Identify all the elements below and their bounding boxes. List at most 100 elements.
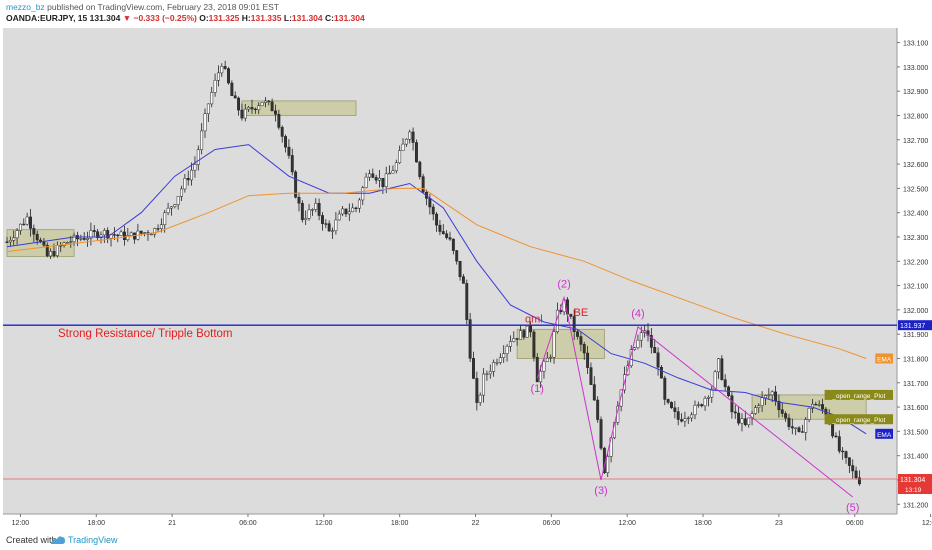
candle-down: [300, 202, 304, 220]
candle-up: [119, 231, 123, 236]
candle-up: [545, 357, 549, 362]
side-label-text: EMA: [877, 356, 892, 363]
candle-down: [52, 251, 56, 256]
candle-down: [844, 451, 848, 458]
candle-down: [317, 203, 321, 216]
candle-down: [649, 335, 653, 348]
resistance-price-tag: [898, 320, 932, 331]
candle-down: [414, 142, 418, 163]
candle-up: [357, 199, 361, 209]
candle-up: [347, 211, 351, 215]
candle-down: [659, 367, 663, 379]
candle-down: [294, 171, 298, 198]
candle-up: [200, 130, 204, 150]
candle-down: [284, 136, 288, 148]
author-link[interactable]: mezzo_bz: [6, 2, 45, 12]
range-zone: [516, 328, 605, 359]
candle-up: [767, 394, 771, 396]
candle-down: [847, 457, 851, 466]
candle-down: [572, 316, 576, 332]
candle-up: [15, 230, 19, 239]
candle-down: [324, 223, 328, 225]
candle-up: [196, 149, 200, 165]
candle-down: [418, 161, 422, 177]
wave-label: (4): [631, 308, 644, 320]
price-chart[interactable]: 133.100 133.000 132.900 132.800 132.700 132.6…: [0, 26, 932, 531]
candle-up: [337, 213, 341, 221]
side-label-box: [824, 414, 893, 425]
candle-down: [96, 231, 100, 238]
side-label-box: [875, 353, 893, 364]
candle-up: [243, 108, 247, 119]
candle-down: [458, 260, 462, 277]
x-tick-label: 22: [472, 520, 480, 527]
price-change: ▼ −0.333 (−0.25%): [122, 13, 197, 23]
candle-down: [582, 344, 586, 354]
candle-down: [448, 237, 452, 240]
candle-up: [102, 230, 106, 236]
candle-down: [431, 206, 435, 215]
candle-down: [653, 347, 657, 354]
candle-up: [12, 237, 16, 241]
high-label: H:: [241, 13, 251, 23]
candle-up: [686, 417, 690, 420]
y-tick-label: 131.400: [903, 454, 928, 461]
candle-up: [263, 100, 267, 103]
candle-up: [488, 371, 492, 375]
candle-down: [344, 208, 348, 215]
candle-down: [723, 379, 727, 388]
candle-down: [730, 395, 734, 413]
candle-down: [82, 238, 86, 240]
candle-up: [713, 371, 717, 390]
candle-up: [760, 397, 764, 406]
candle-up: [770, 391, 774, 396]
plot-background: [3, 28, 897, 514]
candle-up: [552, 331, 556, 358]
candle-up: [190, 169, 194, 181]
candle-down: [666, 399, 670, 403]
candle-down: [227, 68, 230, 84]
candle-down: [250, 107, 254, 110]
current-price-text: 131.304: [900, 477, 925, 484]
candle-down: [45, 244, 49, 257]
candle-down: [22, 223, 26, 226]
x-tick-label: 12:00: [618, 520, 636, 527]
close-label: C:: [325, 13, 334, 23]
candle-up: [176, 196, 180, 205]
candle-down: [253, 108, 257, 111]
candle-down: [737, 412, 741, 424]
candle-down: [841, 450, 845, 453]
candle-up: [703, 398, 707, 407]
candle-down: [445, 233, 449, 238]
candle-up: [740, 418, 744, 424]
candle-down: [535, 357, 539, 383]
candle-up: [485, 373, 489, 375]
side-label-text: EMA: [877, 432, 892, 439]
symbol-line: OANDA:EURJPY, 15 131.304 ▼ −0.333 (−0.25…: [6, 13, 365, 23]
tradingview-brand[interactable]: TradingView: [68, 535, 118, 545]
candle-up: [183, 178, 187, 190]
candle-down: [787, 417, 791, 427]
be-annotation: BE: [574, 307, 589, 319]
candle-down: [837, 436, 841, 452]
y-tick-label: 132.000: [903, 308, 928, 315]
candle-down: [529, 325, 532, 333]
candle-up: [606, 456, 610, 474]
candle-down: [186, 178, 190, 181]
y-tick-label: 133.100: [903, 41, 928, 48]
candle-down: [139, 230, 143, 234]
candle-down: [92, 230, 96, 232]
candle-up: [706, 397, 710, 399]
candle-down: [733, 411, 737, 414]
candle-down: [592, 384, 596, 401]
wave-label: (3): [594, 485, 607, 497]
resistance-price-text: 131.937: [900, 323, 925, 330]
open-label: O:: [199, 13, 209, 23]
wave-pattern-line: [536, 295, 854, 498]
current-price-tag: [898, 474, 932, 495]
candle-down: [156, 228, 160, 230]
candle-down: [569, 313, 573, 317]
candle-up: [753, 407, 757, 414]
x-tick-label: 12:00: [12, 520, 30, 527]
candle-up: [690, 414, 694, 419]
